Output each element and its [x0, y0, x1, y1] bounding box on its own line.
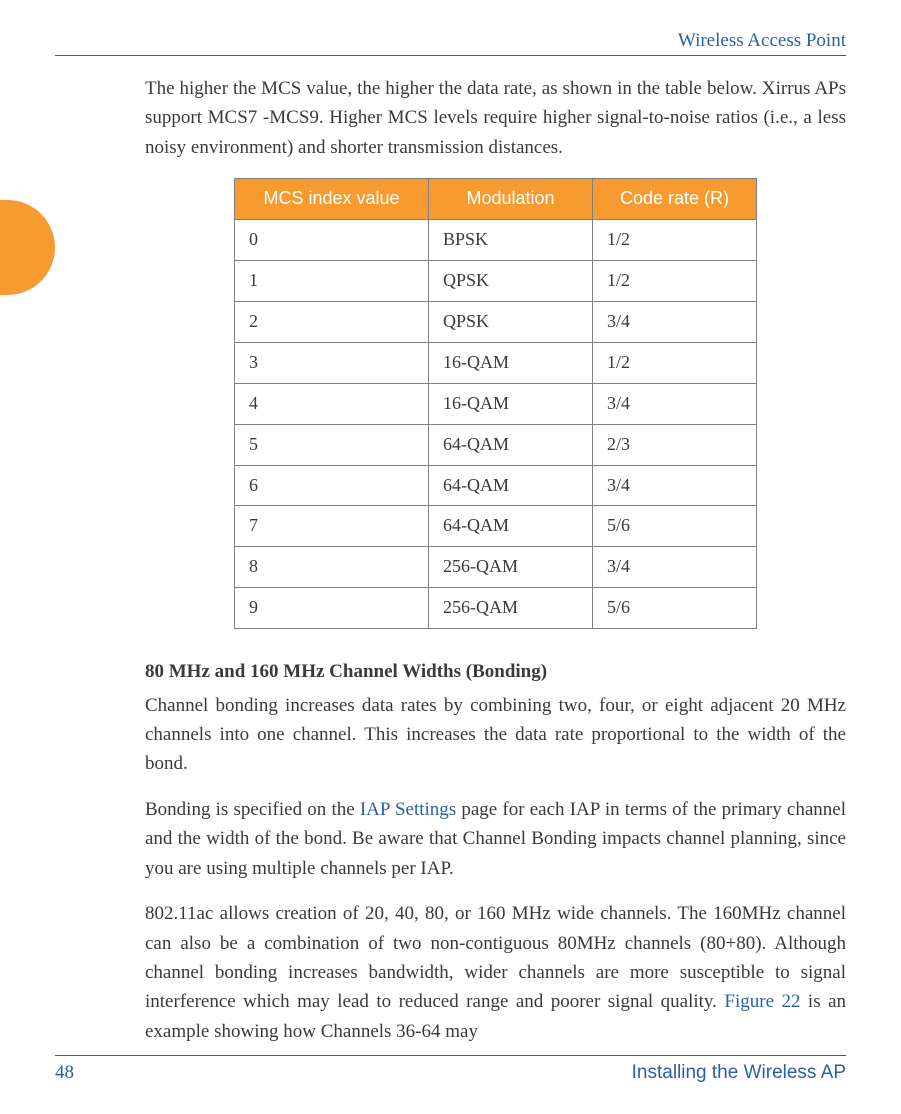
page-header: Wireless Access Point	[55, 30, 846, 56]
bonding-paragraph-2: Bonding is specified on the IAP Settings…	[145, 795, 846, 883]
table-header-row: MCS index value Modulation Code rate (R)	[235, 179, 757, 220]
iap-settings-link[interactable]: IAP Settings	[360, 799, 456, 820]
page-footer: 48 Installing the Wireless AP	[55, 1055, 846, 1084]
table-row: 9256-QAM5/6	[235, 588, 757, 629]
side-tab-decoration	[0, 200, 55, 295]
table-row: 1QPSK1/2	[235, 261, 757, 302]
col-header-code-rate: Code rate (R)	[593, 179, 757, 220]
col-header-modulation: Modulation	[429, 179, 593, 220]
col-header-mcs: MCS index value	[235, 179, 429, 220]
mcs-table: MCS index value Modulation Code rate (R)…	[234, 178, 757, 629]
table-row: 2QPSK3/4	[235, 301, 757, 342]
table-row: 8256-QAM3/4	[235, 547, 757, 588]
table-row: 764-QAM5/6	[235, 506, 757, 547]
p3-pre: Bonding is specified on the	[145, 799, 360, 820]
bonding-paragraph-1: Channel bonding increases data rates by …	[145, 691, 846, 779]
page-number: 48	[55, 1062, 74, 1084]
figure-22-link[interactable]: Figure 22	[724, 991, 800, 1012]
table-row: 0BPSK1/2	[235, 220, 757, 261]
table-row: 416-QAM3/4	[235, 383, 757, 424]
footer-section-title: Installing the Wireless AP	[632, 1062, 846, 1084]
section-heading-bonding: 80 MHz and 160 MHz Channel Widths (Bondi…	[145, 657, 846, 686]
table-row: 664-QAM3/4	[235, 465, 757, 506]
table-row: 316-QAM1/2	[235, 342, 757, 383]
table-row: 564-QAM2/3	[235, 424, 757, 465]
bonding-paragraph-3: 802.11ac allows creation of 20, 40, 80, …	[145, 899, 846, 1046]
intro-paragraph: The higher the MCS value, the higher the…	[145, 74, 846, 162]
